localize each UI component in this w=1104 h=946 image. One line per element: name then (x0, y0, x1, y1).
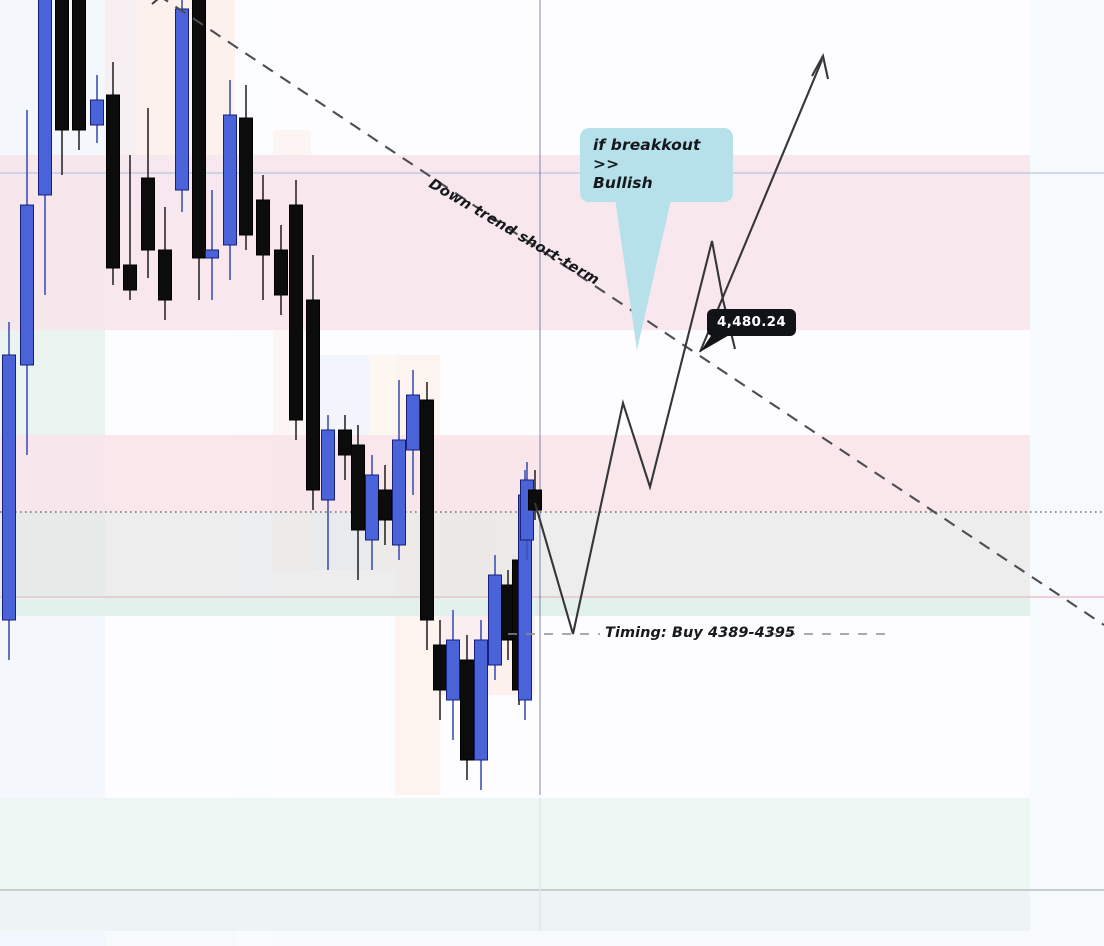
candle-body (378, 489, 392, 521)
candle-body (474, 639, 488, 761)
candle-body (420, 399, 434, 621)
projection-arrow-head (811, 53, 830, 80)
zone-mid-supply (0, 435, 1030, 512)
downtrend-arrow-head (151, 0, 159, 5)
candle-body (55, 0, 69, 131)
candle-body (72, 0, 86, 131)
candle-body (338, 429, 352, 456)
candle-body (106, 94, 120, 269)
candle-body (306, 299, 320, 491)
candle-body (205, 249, 219, 259)
downtrend-dashed-line (163, 0, 1104, 626)
candle-body (274, 249, 288, 296)
candle-body (528, 489, 542, 511)
projection-path-group (533, 53, 830, 635)
zone-upper-supply (0, 155, 1030, 330)
candle-body (192, 0, 206, 259)
candle-body (365, 474, 379, 541)
candle-body (256, 199, 270, 256)
candle-body (123, 264, 137, 291)
candle-body (433, 644, 447, 691)
candle-body (2, 354, 16, 621)
timing-label: Timing: Buy 4389-4395 (605, 625, 796, 641)
breakout-callout[interactable]: if breakkout >> Bullish (580, 128, 733, 202)
projection-zigzag (533, 240, 737, 635)
candle-body (38, 0, 52, 196)
callout-pointer (612, 178, 676, 350)
candle-body (141, 177, 155, 251)
candle-body (488, 574, 502, 666)
candle-body (351, 444, 365, 531)
candle-body (321, 429, 335, 501)
zone-lower-panel-b (0, 890, 1030, 931)
candle-body (158, 249, 172, 301)
candle-body (460, 659, 474, 761)
candle-body (223, 114, 237, 246)
candle-body (406, 394, 420, 451)
price-badge[interactable]: 4,480.24 (707, 309, 797, 336)
candle-body (90, 99, 104, 126)
candle-body (175, 8, 189, 191)
candle-body (289, 204, 303, 421)
candle-body (239, 117, 253, 236)
zone-bands (0, 155, 1030, 931)
projection-trend-arrow-line (699, 59, 823, 353)
candlestick-series (2, 0, 542, 790)
candle-body (446, 639, 460, 701)
candle-body (392, 439, 406, 546)
candle-body (20, 204, 34, 366)
downtrend-line-group (151, 0, 1104, 626)
